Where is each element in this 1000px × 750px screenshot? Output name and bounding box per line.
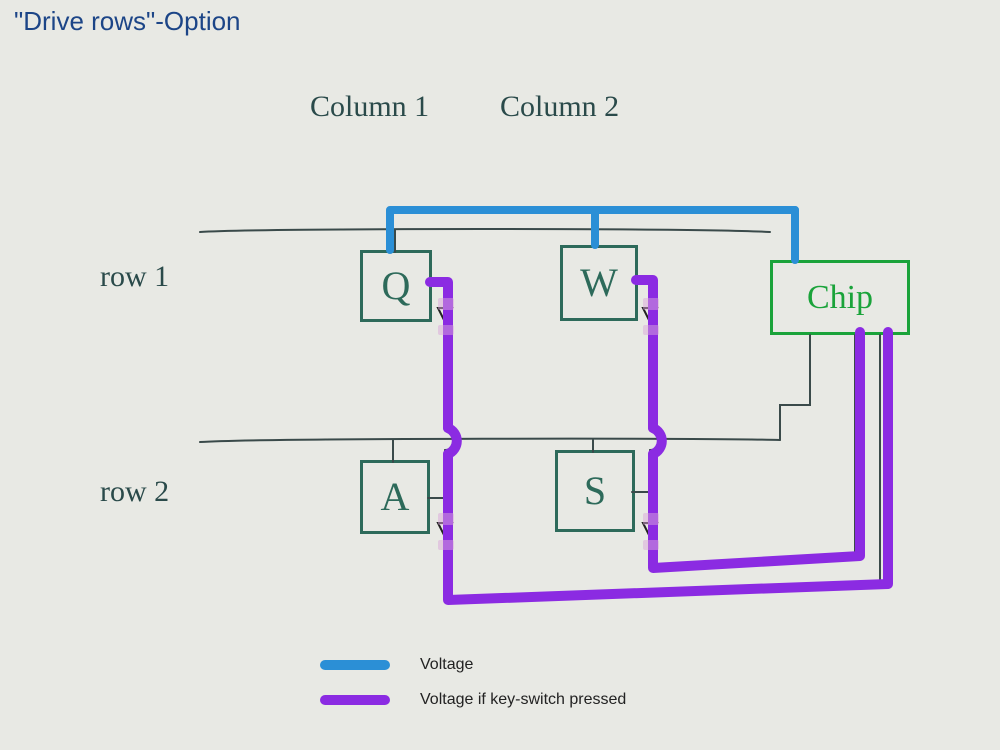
key-q: Q (360, 250, 432, 322)
legend-voltage-label: Voltage (420, 656, 473, 674)
row-1-label: row 1 (100, 260, 169, 294)
legend-pressed-label: Voltage if key-switch pressed (420, 691, 626, 709)
key-s: S (555, 450, 635, 532)
key-a: A (360, 460, 430, 534)
legend-voltage-swatch (320, 660, 390, 670)
column-2-label: Column 2 (500, 90, 619, 124)
key-w: W (560, 245, 638, 321)
page-title: "Drive rows"-Option (14, 6, 241, 37)
chip: Chip (770, 260, 910, 335)
column-1-label: Column 1 (310, 90, 429, 124)
row-2-label: row 2 (100, 475, 169, 509)
legend-pressed-swatch (320, 695, 390, 705)
